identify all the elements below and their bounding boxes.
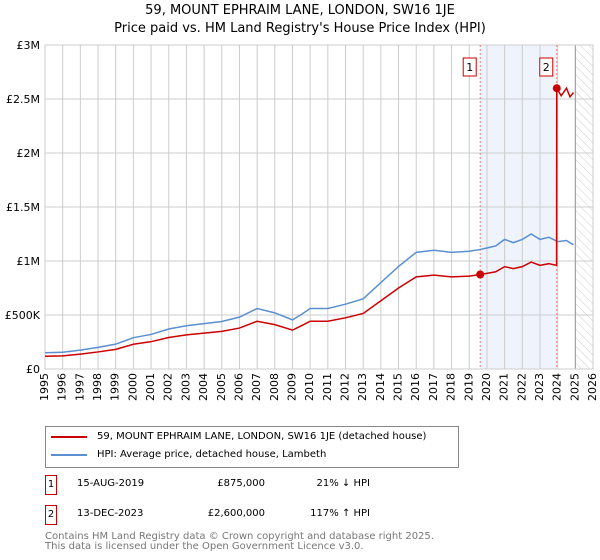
legend-label: HPI: Average price, detached house, Lamb…	[97, 449, 327, 460]
x-tick-label: 2002	[162, 373, 175, 401]
transaction-date: 13-DEC-2023	[77, 508, 144, 519]
y-tick-label: £500K	[5, 309, 41, 322]
x-tick-label: 2021	[498, 373, 511, 401]
chart-subtitle: Price paid vs. HM Land Registry's House …	[114, 21, 486, 36]
annotation-badge	[539, 57, 554, 77]
x-tick-label: 1995	[38, 373, 51, 401]
x-tick-label: 1997	[73, 373, 86, 401]
hpi-line	[44, 233, 574, 354]
annotation-badge	[462, 57, 477, 77]
x-tick-label: 2003	[179, 373, 192, 401]
x-tick-label: 2025	[568, 373, 581, 401]
sale-point	[476, 270, 485, 279]
x-tick-label: 2014	[374, 373, 387, 401]
x-tick-label: 2022	[515, 373, 528, 401]
property-price-line	[44, 85, 575, 358]
x-tick-label: 2012	[339, 373, 352, 401]
x-tick-label: 1996	[56, 373, 69, 401]
legend-label: 59, MOUNT EPHRAIM LANE, LONDON, SW16 1JE…	[97, 431, 427, 442]
legend-swatch	[51, 435, 87, 438]
footer-copyright: Contains HM Land Registry data © Crown c…	[45, 531, 434, 542]
transaction-badge: 2	[45, 505, 57, 525]
y-tick-label: £1.5M	[6, 201, 40, 214]
x-tick-label: 1998	[91, 373, 104, 401]
footer-licence: This data is licensed under the Open Gov…	[45, 541, 364, 552]
x-tick-label: 2015	[392, 373, 405, 401]
annotation-label: 2	[543, 61, 550, 74]
plot-frame	[44, 44, 594, 370]
transaction-hpi: 117% ↑ HPI	[310, 508, 370, 519]
annotation-label: 1	[466, 61, 473, 74]
x-tick-label: 1999	[109, 373, 122, 401]
x-tick-label: 2007	[250, 373, 263, 401]
y-tick-label: £2.5M	[6, 93, 40, 106]
x-tick-label: 2008	[268, 373, 281, 401]
y-tick-label: £2M	[17, 147, 41, 160]
x-tick-label: 2026	[586, 373, 599, 401]
x-tick-label: 2010	[303, 373, 316, 401]
x-tick-label: 2019	[462, 373, 475, 401]
x-tick-label: 2006	[232, 373, 245, 401]
x-tick-label: 2001	[144, 373, 157, 401]
y-tick-label: £3M	[17, 39, 41, 52]
x-tick-label: 2009	[285, 373, 298, 401]
legend-item-property: 59, MOUNT EPHRAIM LANE, LONDON, SW16 1JE…	[51, 431, 426, 442]
x-tick-label: 2013	[356, 373, 369, 401]
y-tick-label: £0	[26, 363, 40, 376]
x-tick-label: 2005	[215, 373, 228, 401]
x-tick-label: 2016	[409, 373, 422, 401]
legend-swatch	[51, 453, 87, 456]
sale-point	[552, 84, 561, 93]
x-tick-label: 2020	[480, 373, 493, 401]
x-tick-label: 2000	[126, 373, 139, 401]
transaction-row: 1 15-AUG-2019 £875,000 21% ↓ HPI	[45, 475, 445, 495]
x-tick-label: 2024	[551, 373, 564, 401]
x-tick-label: 2011	[321, 373, 334, 401]
x-tick-label: 2017	[427, 373, 440, 401]
transaction-hpi: 21% ↓ HPI	[316, 478, 370, 489]
legend: 59, MOUNT EPHRAIM LANE, LONDON, SW16 1JE…	[45, 426, 459, 468]
transaction-price: £2,600,000	[207, 508, 265, 519]
price-chart: 1995 1996 1997 1998 1999 2000 2001 2002 2003 2004…	[5, 39, 599, 401]
transaction-price: £875,000	[217, 478, 265, 489]
legend-item-hpi: HPI: Average price, detached house, Lamb…	[51, 449, 326, 460]
x-tick-label: 2004	[197, 373, 210, 401]
transaction-date: 15-AUG-2019	[77, 478, 145, 489]
x-tick-label: 2018	[445, 373, 458, 401]
y-tick-label: £1M	[17, 255, 41, 268]
chart-title: 59, MOUNT EPHRAIM LANE, LONDON, SW16 1JE	[145, 3, 455, 18]
transaction-row: 2 13-DEC-2023 £2,600,000 117% ↑ HPI	[45, 505, 445, 525]
x-tick-label: 2023	[533, 373, 546, 401]
transaction-badge: 1	[45, 475, 57, 495]
